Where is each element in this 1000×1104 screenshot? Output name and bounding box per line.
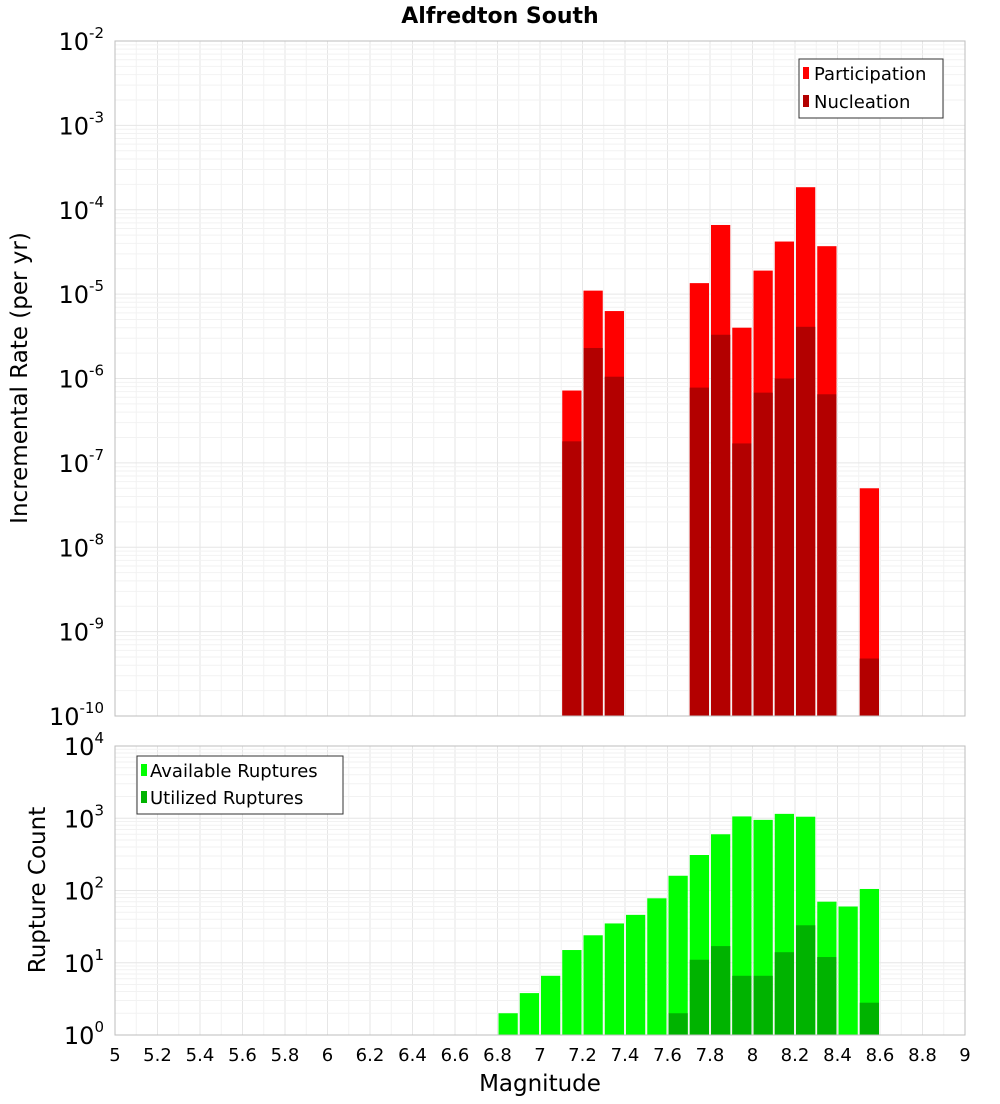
x-tick-label: 9 (959, 1045, 970, 1066)
bottom-y-tick-label: 100 (64, 1018, 104, 1050)
top-bar-nucleation (753, 392, 773, 716)
bottom-bar-available-ruptures (668, 875, 688, 1035)
x-tick-label: 5.8 (271, 1045, 300, 1066)
x-tick-label: 5.4 (186, 1045, 215, 1066)
bottom-bar-utilized-ruptures (689, 959, 709, 1035)
top-bar-nucleation (711, 334, 731, 716)
bottom-y-tick-label: 101 (64, 946, 104, 978)
x-tick-label: 7.6 (653, 1045, 682, 1066)
legend-label-utilized-ruptures: Utilized Ruptures (150, 788, 303, 809)
bottom-y-tick-label: 104 (64, 729, 104, 761)
top-legend: Participation Nucleation (798, 58, 944, 119)
x-tick-label: 6.8 (483, 1045, 512, 1066)
bottom-bar-utilized-ruptures (774, 952, 794, 1035)
bottom-legend-box (136, 755, 344, 815)
top-bar-nucleation (817, 394, 837, 716)
legend-swatch-nucleation (803, 95, 809, 107)
bottom-bar-available-ruptures (498, 1013, 518, 1035)
x-tick-label: 6.2 (356, 1045, 385, 1066)
x-tick-label: 8 (747, 1045, 758, 1066)
top-y-tick-label: 10-8 (58, 530, 104, 562)
x-tick-label: 6 (322, 1045, 333, 1066)
x-tick-label: 6.4 (398, 1045, 427, 1066)
bottom-plot-frame (114, 745, 966, 1036)
top-plot-frame (114, 40, 966, 717)
bottom-bar-utilized-ruptures (732, 975, 752, 1035)
top-y-tick-label: 10-7 (58, 446, 104, 478)
top-bar-nucleation (796, 326, 816, 716)
bottom-bar-available-ruptures (583, 935, 603, 1035)
legend-label-nucleation: Nucleation (814, 92, 910, 113)
top-bar-nucleation (583, 347, 603, 716)
x-tick-label: 7.2 (568, 1045, 597, 1066)
x-tick-label: 5.2 (143, 1045, 172, 1066)
bottom-bar-available-ruptures (626, 914, 646, 1035)
x-tick-labels: 5 5.2 5.4 5.6 5.8 6 6.2 6.4 6.6 6.8 7 7.2 7.4 7.6 7.8 8… (109, 1045, 970, 1066)
bottom-plot-bars (498, 813, 879, 1035)
bottom-bar-available-ruptures (541, 975, 561, 1035)
top-legend-box (798, 58, 944, 119)
bottom-y-axis-label: Rupture Count (25, 807, 51, 973)
top-y-tick-label: 10-2 (58, 24, 104, 56)
bottom-bar-utilized-ruptures (668, 1013, 688, 1035)
bottom-bar-available-ruptures (604, 923, 624, 1035)
bottom-bar-utilized-ruptures (753, 975, 773, 1035)
top-y-tick-label: 10-6 (58, 362, 104, 394)
top-plot-gridlines (114, 41, 966, 717)
bottom-legend: Available Ruptures Utilized Ruptures (136, 755, 344, 815)
x-tick-label: 8.2 (781, 1045, 810, 1066)
top-bar-nucleation (859, 658, 879, 716)
x-tick-label: 6.6 (441, 1045, 470, 1066)
x-tick-label: 5.6 (228, 1045, 257, 1066)
top-y-tick-label: 10-3 (58, 108, 104, 140)
bottom-bar-available-ruptures (859, 888, 879, 1035)
bottom-bar-utilized-ruptures (796, 925, 816, 1035)
bottom-y-tick-label: 103 (64, 801, 104, 833)
bottom-y-tick-label: 102 (64, 874, 104, 906)
bottom-y-tick-labels: 100 101 102 103 104 (64, 729, 104, 1050)
legend-swatch-utilized-ruptures (141, 791, 147, 803)
x-tick-label: 7 (534, 1045, 545, 1066)
top-y-tick-label: 10-10 (49, 699, 104, 731)
top-bar-nucleation (689, 387, 709, 716)
top-y-tick-labels: 10-10 10-9 10-8 10-7 10-6 10-5 10-4 10-3 10-2 (49, 24, 104, 731)
top-y-tick-label: 10-4 (58, 193, 104, 225)
bottom-bar-available-ruptures (519, 993, 539, 1035)
legend-swatch-available-ruptures (141, 764, 147, 776)
x-axis-label: Magnitude (479, 1071, 601, 1097)
top-bar-nucleation (562, 441, 582, 716)
x-tick-label: 8.8 (908, 1045, 937, 1066)
bottom-bar-available-ruptures (562, 950, 582, 1035)
x-tick-label: 5 (109, 1045, 120, 1066)
top-y-tick-label: 10-5 (58, 277, 104, 309)
chart-title: Alfredton South (401, 4, 598, 29)
bottom-bar-utilized-ruptures (817, 957, 837, 1035)
top-bar-nucleation (732, 443, 752, 716)
legend-label-available-ruptures: Available Ruptures (150, 761, 318, 782)
x-tick-label: 8.6 (866, 1045, 895, 1066)
x-tick-label: 8.4 (823, 1045, 852, 1066)
top-y-tick-label: 10-9 (58, 615, 104, 647)
bottom-bar-available-ruptures (647, 898, 667, 1035)
x-tick-label: 7.8 (696, 1045, 725, 1066)
top-bar-nucleation (604, 376, 624, 716)
x-tick-label: 7.4 (611, 1045, 640, 1066)
top-bar-nucleation (774, 378, 794, 716)
legend-swatch-participation (803, 67, 809, 79)
bottom-bar-utilized-ruptures (711, 946, 731, 1035)
bottom-bar-utilized-ruptures (859, 1002, 879, 1035)
legend-label-participation: Participation (814, 64, 926, 85)
top-y-axis-label: Incremental Rate (per yr) (7, 232, 33, 524)
top-plot-bars (562, 187, 879, 717)
bottom-bar-available-ruptures (838, 906, 858, 1035)
